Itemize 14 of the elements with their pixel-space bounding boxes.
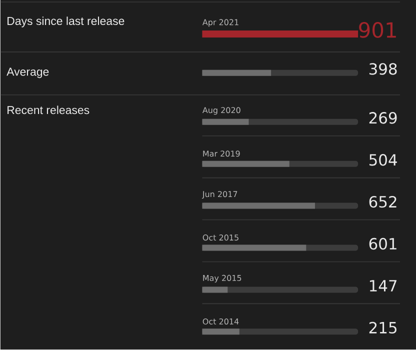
- data-label: 215: [369, 322, 396, 334]
- text: Average: [6, 68, 49, 78]
- data-label: 601: [369, 238, 396, 250]
- data-label: 398: [369, 63, 397, 75]
- bar: [202, 328, 240, 335]
- text: Days since last release: [8, 16, 124, 28]
- bar: [202, 30, 358, 38]
- data-label: 269: [369, 112, 397, 124]
- text: Recent releases: [8, 106, 90, 114]
- data-label: 147: [370, 280, 396, 292]
- data-label: 901: [359, 22, 396, 38]
- data-label: 652: [369, 196, 396, 208]
- bar: [202, 286, 228, 293]
- data-label: 504: [369, 154, 397, 166]
